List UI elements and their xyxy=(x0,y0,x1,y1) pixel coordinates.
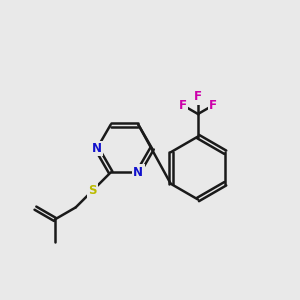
Text: F: F xyxy=(194,90,202,103)
Text: N: N xyxy=(92,142,102,155)
Text: S: S xyxy=(88,184,97,197)
Text: F: F xyxy=(209,99,217,112)
Text: N: N xyxy=(133,166,143,179)
Text: F: F xyxy=(179,99,187,112)
